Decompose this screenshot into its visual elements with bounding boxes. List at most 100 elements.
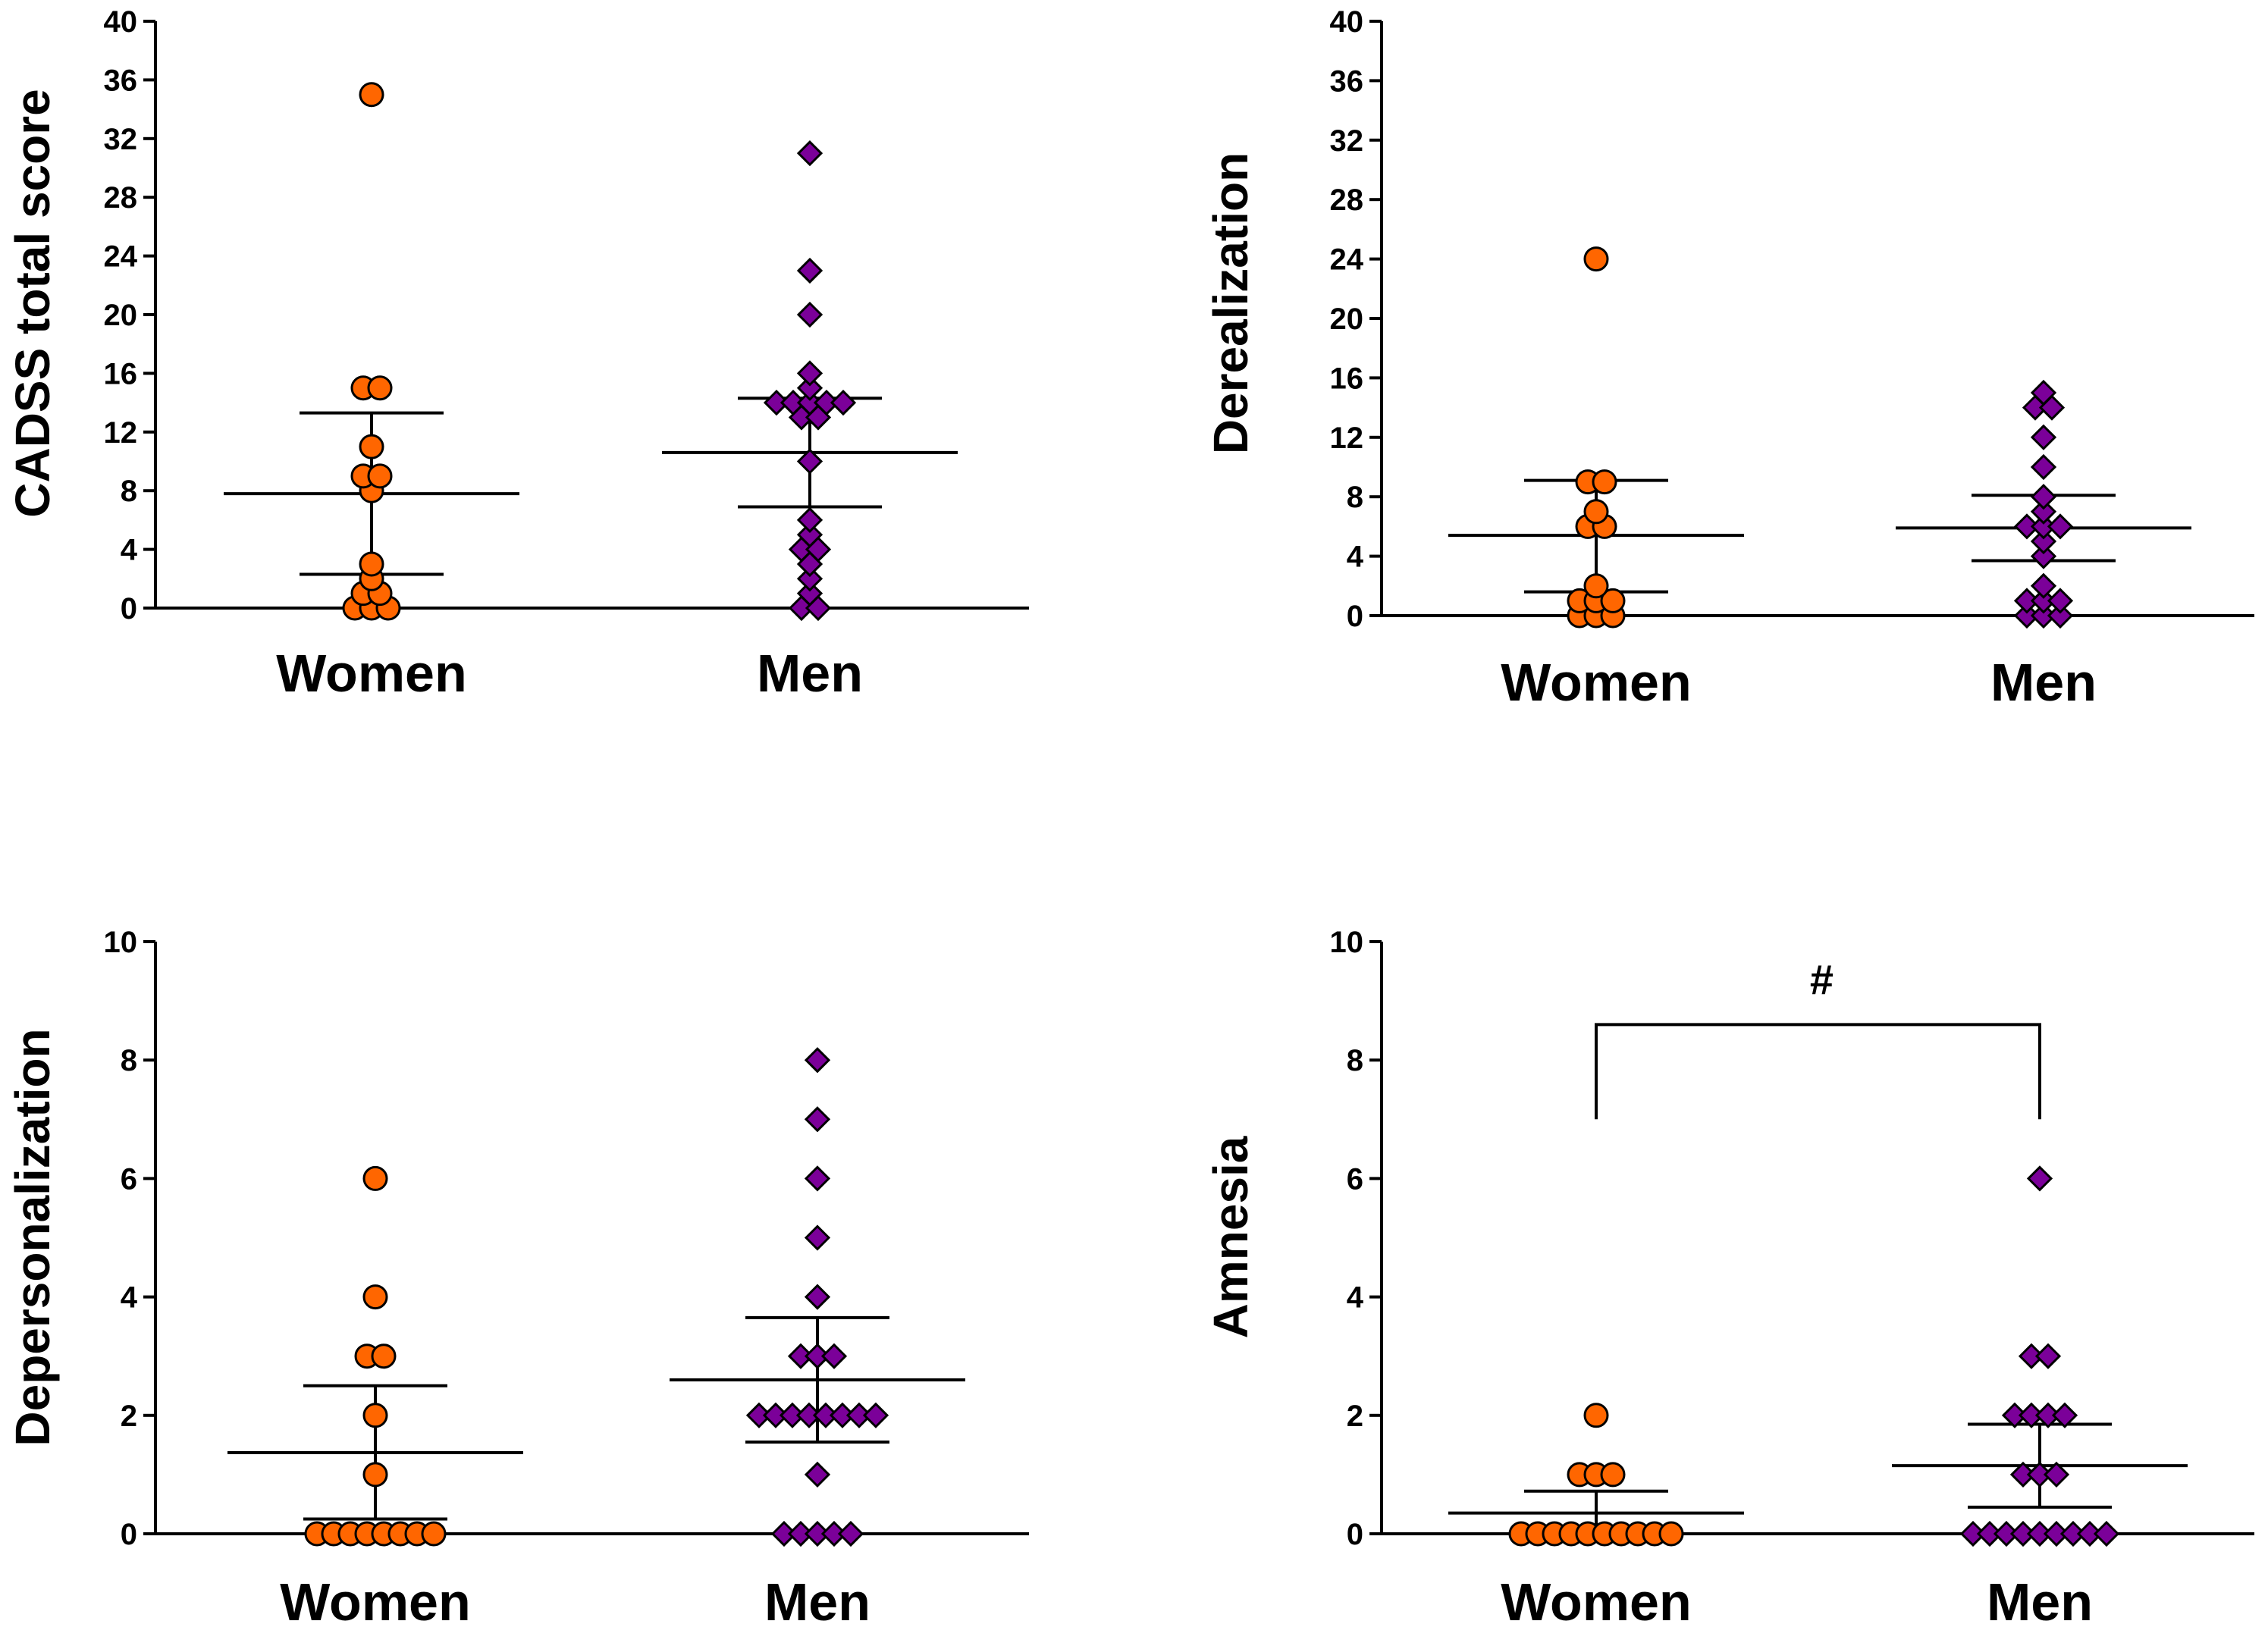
data-point-men (796, 566, 823, 592)
y-tick-label: 0 (1347, 600, 1363, 633)
significance-label: # (1810, 955, 1834, 1003)
data-point-men (804, 1165, 831, 1192)
y-tick-label: 0 (1347, 1518, 1363, 1551)
data-point-women (367, 463, 393, 489)
y-tick-label: 8 (1347, 1044, 1363, 1077)
data-point-women (1658, 1521, 1684, 1547)
significance-bracket (1595, 1023, 2041, 1120)
category-label-women: Women (276, 644, 467, 703)
data-point-men (796, 360, 823, 387)
y-tick-label: 36 (104, 64, 138, 97)
y-axis-title: Depersonalization (5, 1028, 60, 1446)
data-point-men (820, 1343, 848, 1369)
y-tick-label: 4 (1347, 541, 1364, 574)
data-point-men (2026, 1165, 2053, 1192)
data-point-men (796, 522, 823, 548)
y-tick-label: 40 (104, 5, 138, 39)
data-point-men (2030, 528, 2057, 555)
data-point-men (862, 1402, 889, 1428)
y-tick-label: 8 (121, 1044, 137, 1077)
category-label-women: Women (1501, 653, 1692, 712)
y-tick-label: 4 (121, 534, 138, 567)
chart-panel-bottom-left: 0 2 4 6 8 10 Depersonalization Women Men (5, 926, 1029, 1632)
data-point-women (1583, 246, 1609, 272)
y-tick-label: 12 (1330, 422, 1364, 455)
data-point-men (796, 580, 823, 607)
y-axis-title: CADSS total score (5, 89, 60, 517)
data-point-men (2030, 543, 2057, 569)
data-point-women (371, 1343, 397, 1369)
chart-panel-top-left: 0 4 8 12 16 20 24 28 32 36 40 CADSS total score Wome… (5, 5, 1029, 703)
data-point-women (362, 1403, 388, 1428)
data-point-women (1600, 1462, 1626, 1488)
data-point-men (804, 1106, 831, 1133)
data-point-men (796, 257, 823, 284)
data-point-women (1583, 573, 1609, 599)
category-label-men: Men (1987, 1572, 2093, 1632)
y-tick-label: 0 (121, 1518, 137, 1551)
data-point-women (359, 82, 384, 108)
y-tick-label: 12 (104, 416, 138, 450)
data-point-women (1600, 588, 1626, 613)
data-point-men (796, 448, 823, 475)
data-point-men (804, 1224, 831, 1251)
data-point-men (2030, 498, 2057, 525)
data-point-women (1583, 499, 1609, 525)
y-tick-label: 8 (1347, 481, 1363, 514)
data-point-men (804, 1284, 831, 1310)
y-tick-label: 16 (104, 357, 138, 390)
data-point-women (367, 375, 393, 401)
y-tick-label: 16 (1330, 362, 1364, 395)
data-point-men (2030, 379, 2057, 406)
y-tick-label: 36 (1330, 64, 1364, 98)
y-tick-label: 8 (121, 475, 137, 508)
y-tick-label: 6 (121, 1162, 137, 1196)
category-label-men: Men (1990, 653, 2097, 712)
y-tick-label: 4 (1347, 1281, 1364, 1315)
y-tick-label: 10 (1330, 926, 1364, 959)
data-point-men (2043, 1461, 2070, 1488)
y-tick-label: 20 (1330, 303, 1364, 336)
data-point-men (2034, 1343, 2062, 1369)
y-tick-label: 10 (104, 926, 138, 959)
data-point-men (2030, 484, 2057, 510)
data-point-women (362, 1165, 388, 1191)
y-axis-title: Amnesia (1203, 1136, 1258, 1338)
data-point-men (796, 375, 823, 401)
y-tick-label: 20 (104, 299, 138, 332)
y-tick-label: 40 (1330, 5, 1364, 39)
y-tick-label: 4 (121, 1281, 138, 1315)
y-tick-label: 24 (104, 240, 138, 274)
data-point-men (837, 1520, 864, 1547)
data-point-women (359, 434, 384, 459)
chart-panel-bottom-right: 0 2 4 6 8 10 Amnesia Women Men # (1203, 926, 2254, 1632)
data-point-men (2030, 424, 2057, 450)
y-tick-label: 24 (1330, 243, 1364, 277)
data-point-women (359, 551, 384, 577)
data-point-women (362, 1284, 388, 1310)
y-tick-label: 2 (1347, 1400, 1363, 1433)
data-point-men (2047, 602, 2074, 629)
data-point-men (830, 389, 857, 416)
data-point-women (1583, 1403, 1609, 1428)
data-point-men (2051, 1402, 2078, 1428)
data-point-women (421, 1521, 447, 1547)
y-tick-label: 0 (121, 592, 137, 625)
y-tick-label: 28 (1330, 183, 1364, 217)
category-label-women: Women (1501, 1572, 1692, 1632)
category-label-women: Women (280, 1572, 471, 1632)
data-point-men (796, 301, 823, 328)
y-tick-label: 6 (1347, 1162, 1363, 1196)
category-label-men: Men (764, 1572, 870, 1632)
y-tick-label: 32 (1330, 124, 1364, 158)
data-point-men (2030, 572, 2057, 599)
data-point-men (2030, 453, 2057, 481)
chart-panel-top-right: 0 4 8 12 16 20 24 28 32 36 40 Derealization Women Men (1203, 5, 2254, 712)
category-label-men: Men (757, 644, 863, 703)
y-tick-label: 2 (121, 1400, 137, 1433)
data-point-men (804, 1461, 831, 1488)
data-point-men (2047, 513, 2074, 540)
data-point-men (2093, 1520, 2120, 1547)
data-point-men (2047, 588, 2074, 614)
